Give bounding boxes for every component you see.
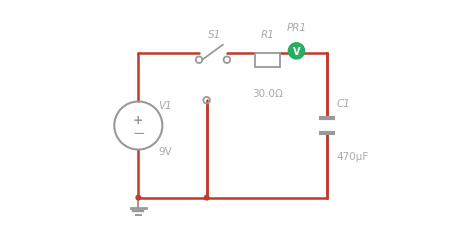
- Text: 9V: 9V: [159, 146, 173, 156]
- Text: V1: V1: [159, 101, 173, 111]
- Text: R1: R1: [260, 30, 274, 40]
- Text: V: V: [293, 47, 300, 57]
- Text: 30.0Ω: 30.0Ω: [252, 88, 283, 98]
- Circle shape: [288, 44, 305, 60]
- Circle shape: [204, 196, 209, 200]
- Text: +: +: [133, 113, 144, 126]
- Text: S1: S1: [208, 30, 221, 40]
- Text: −: −: [132, 125, 145, 141]
- Bar: [255, 53, 280, 67]
- Circle shape: [136, 196, 141, 200]
- Text: C1: C1: [337, 98, 351, 108]
- Text: 470μF: 470μF: [337, 151, 369, 161]
- Text: PR1: PR1: [286, 23, 307, 33]
